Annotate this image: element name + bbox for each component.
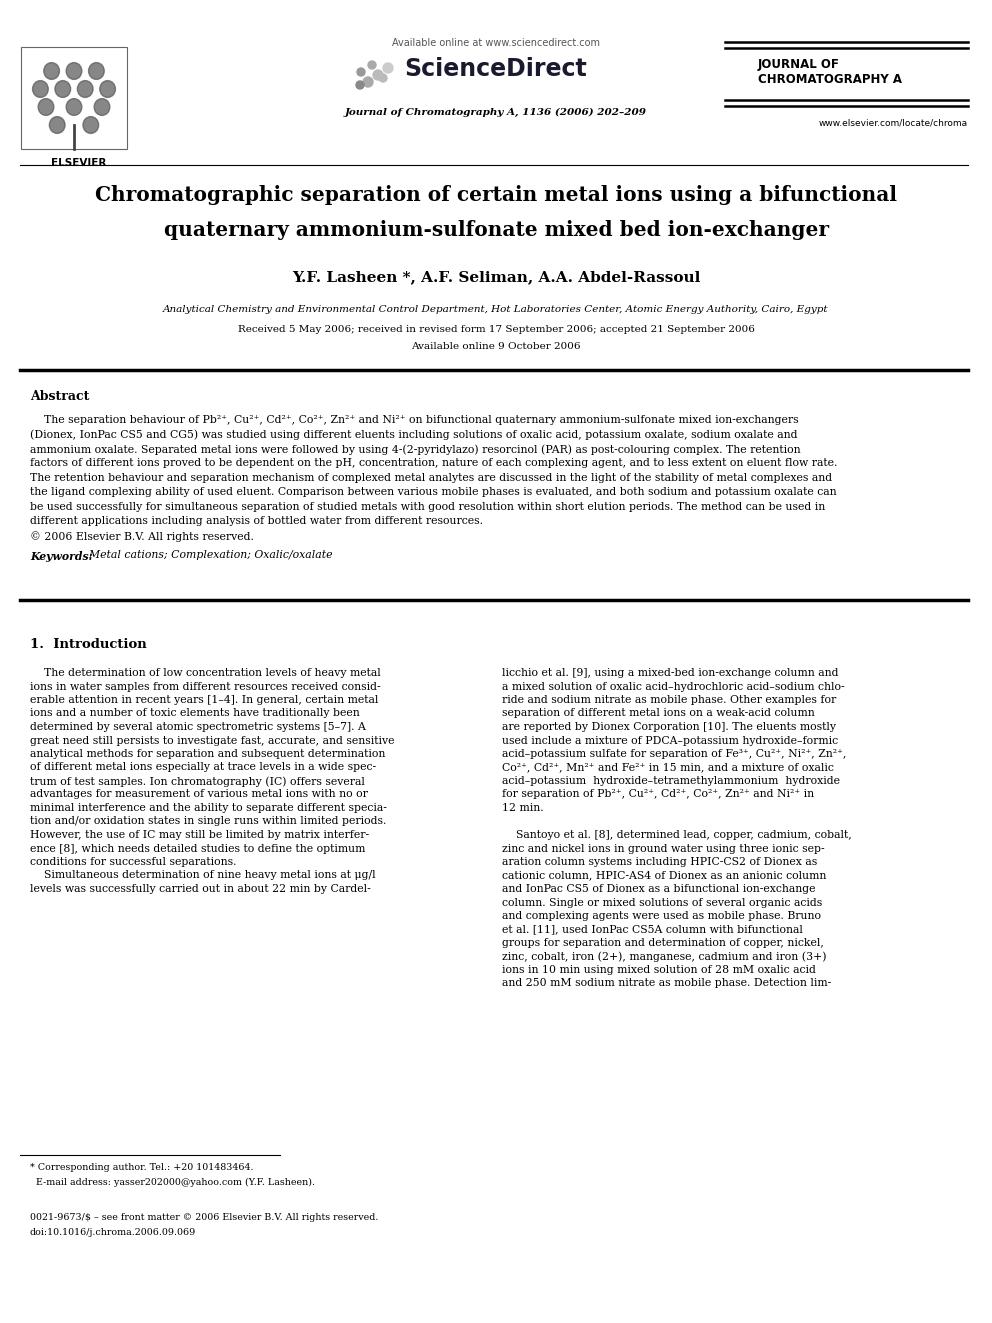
Circle shape — [373, 70, 383, 79]
Text: Journal of Chromatography A, 1136 (2006) 202–209: Journal of Chromatography A, 1136 (2006)… — [345, 108, 647, 118]
Text: ScienceDirect: ScienceDirect — [405, 57, 587, 81]
Text: a mixed solution of oxalic acid–hydrochloric acid–sodium chlo-: a mixed solution of oxalic acid–hydrochl… — [502, 681, 844, 692]
Text: Y.F. Lasheen *, A.F. Seliman, A.A. Abdel-Rassoul: Y.F. Lasheen *, A.F. Seliman, A.A. Abdel… — [292, 270, 700, 284]
Text: tion and/or oxidation states in single runs within limited periods.: tion and/or oxidation states in single r… — [30, 816, 386, 827]
Circle shape — [94, 99, 110, 115]
Text: Santoyo et al. [8], determined lead, copper, cadmium, cobalt,: Santoyo et al. [8], determined lead, cop… — [502, 830, 852, 840]
Text: great need still persists to investigate fast, accurate, and sensitive: great need still persists to investigate… — [30, 736, 395, 745]
Text: E-mail address: yasser202000@yahoo.com (Y.F. Lasheen).: E-mail address: yasser202000@yahoo.com (… — [30, 1177, 315, 1187]
Circle shape — [66, 99, 81, 115]
Text: are reported by Dionex Corporation [10]. The eluents mostly: are reported by Dionex Corporation [10].… — [502, 722, 836, 732]
Circle shape — [383, 64, 393, 73]
Text: Metal cations; Complexation; Oxalic/oxalate: Metal cations; Complexation; Oxalic/oxal… — [82, 550, 332, 561]
Text: column. Single or mixed solutions of several organic acids: column. Single or mixed solutions of sev… — [502, 897, 822, 908]
Text: Keywords:: Keywords: — [30, 550, 92, 561]
Circle shape — [77, 81, 93, 98]
Circle shape — [44, 62, 60, 79]
Circle shape — [66, 62, 81, 79]
Text: be used successfully for simultaneous separation of studied metals with good res: be used successfully for simultaneous se… — [30, 501, 825, 512]
Text: Received 5 May 2006; received in revised form 17 September 2006; accepted 21 Sep: Received 5 May 2006; received in revised… — [237, 325, 755, 333]
Text: used include a mixture of PDCA–potassium hydroxide–formic: used include a mixture of PDCA–potassium… — [502, 736, 838, 745]
Text: cationic column, HPIC-AS4 of Dionex as an anionic column: cationic column, HPIC-AS4 of Dionex as a… — [502, 871, 826, 881]
Text: www.elsevier.com/locate/chroma: www.elsevier.com/locate/chroma — [818, 118, 968, 127]
Text: zinc and nickel ions in ground water using three ionic sep-: zinc and nickel ions in ground water usi… — [502, 844, 824, 853]
Text: analytical methods for separation and subsequent determination: analytical methods for separation and su… — [30, 749, 385, 759]
Circle shape — [357, 67, 365, 75]
Text: zinc, cobalt, iron (2+), manganese, cadmium and iron (3+): zinc, cobalt, iron (2+), manganese, cadm… — [502, 951, 826, 962]
Text: of different metal ions especially at trace levels in a wide spec-: of different metal ions especially at tr… — [30, 762, 376, 773]
Text: JOURNAL OF: JOURNAL OF — [758, 58, 840, 71]
Text: 0021-9673/$ – see front matter © 2006 Elsevier B.V. All rights reserved.: 0021-9673/$ – see front matter © 2006 El… — [30, 1213, 378, 1222]
Circle shape — [50, 116, 65, 134]
Circle shape — [379, 74, 387, 82]
Text: doi:10.1016/j.chroma.2006.09.069: doi:10.1016/j.chroma.2006.09.069 — [30, 1228, 196, 1237]
Circle shape — [33, 81, 49, 98]
Text: Analytical Chemistry and Environmental Control Department, Hot Laboratories Cent: Analytical Chemistry and Environmental C… — [164, 306, 828, 314]
Text: (Dionex, IonPac CS5 and CG5) was studied using different eluents including solut: (Dionex, IonPac CS5 and CG5) was studied… — [30, 430, 798, 441]
Bar — [22, 48, 127, 149]
Text: acid–potassium  hydroxide–tetramethylammonium  hydroxide: acid–potassium hydroxide–tetramethylammo… — [502, 777, 840, 786]
Text: The retention behaviour and separation mechanism of complexed metal analytes are: The retention behaviour and separation m… — [30, 474, 832, 483]
Text: the ligand complexing ability of used eluent. Comparison between various mobile : the ligand complexing ability of used el… — [30, 487, 836, 497]
Text: The separation behaviour of Pb²⁺, Cu²⁺, Cd²⁺, Co²⁺, Zn²⁺ and Ni²⁺ on bifunctiona: The separation behaviour of Pb²⁺, Cu²⁺, … — [30, 415, 799, 425]
Text: and IonPac CS5 of Dionex as a bifunctional ion-exchange: and IonPac CS5 of Dionex as a bifunction… — [502, 884, 815, 894]
Text: ions and a number of toxic elements have traditionally been: ions and a number of toxic elements have… — [30, 709, 360, 718]
Text: ions in 10 min using mixed solution of 28 mM oxalic acid: ions in 10 min using mixed solution of 2… — [502, 964, 815, 975]
Text: acid–potassium sulfate for separation of Fe³⁺, Cu²⁺, Ni²⁺, Zn²⁺,: acid–potassium sulfate for separation of… — [502, 749, 846, 759]
Text: et al. [11], used IonPac CS5A column with bifunctional: et al. [11], used IonPac CS5A column wit… — [502, 925, 803, 934]
Text: quaternary ammonium-sulfonate mixed bed ion-exchanger: quaternary ammonium-sulfonate mixed bed … — [164, 220, 828, 239]
Text: aration column systems including HPIC-CS2 of Dionex as: aration column systems including HPIC-CS… — [502, 857, 817, 867]
Text: determined by several atomic spectrometric systems [5–7]. A: determined by several atomic spectrometr… — [30, 722, 366, 732]
Circle shape — [368, 61, 376, 69]
Text: CHROMATOGRAPHY A: CHROMATOGRAPHY A — [758, 73, 902, 86]
Text: erable attention in recent years [1–4]. In general, certain metal: erable attention in recent years [1–4]. … — [30, 695, 378, 705]
Text: conditions for successful separations.: conditions for successful separations. — [30, 857, 236, 867]
Text: levels was successfully carried out in about 22 min by Cardel-: levels was successfully carried out in a… — [30, 884, 371, 894]
Text: ELSEVIER: ELSEVIER — [52, 157, 107, 168]
Text: Available online 9 October 2006: Available online 9 October 2006 — [412, 343, 580, 351]
Text: minimal interference and the ability to separate different specia-: minimal interference and the ability to … — [30, 803, 387, 814]
Text: factors of different ions proved to be dependent on the pH, concentration, natur: factors of different ions proved to be d… — [30, 459, 837, 468]
Text: ride and sodium nitrate as mobile phase. Other examples for: ride and sodium nitrate as mobile phase.… — [502, 695, 836, 705]
Text: ions in water samples from different resources received consid-: ions in water samples from different res… — [30, 681, 381, 692]
Text: ence [8], which needs detailed studies to define the optimum: ence [8], which needs detailed studies t… — [30, 844, 365, 853]
Text: * Corresponding author. Tel.: +20 101483464.: * Corresponding author. Tel.: +20 101483… — [30, 1163, 254, 1172]
Text: 1.  Introduction: 1. Introduction — [30, 638, 147, 651]
Text: Chromatographic separation of certain metal ions using a bifunctional: Chromatographic separation of certain me… — [95, 185, 897, 205]
Text: ammonium oxalate. Separated metal ions were followed by using 4-(2-pyridylazo) r: ammonium oxalate. Separated metal ions w… — [30, 445, 801, 455]
Text: Co²⁺, Cd²⁺, Mn²⁺ and Fe²⁺ in 15 min, and a mixture of oxalic: Co²⁺, Cd²⁺, Mn²⁺ and Fe²⁺ in 15 min, and… — [502, 762, 834, 773]
Text: separation of different metal ions on a weak-acid column: separation of different metal ions on a … — [502, 709, 814, 718]
Text: The determination of low concentration levels of heavy metal: The determination of low concentration l… — [30, 668, 381, 677]
Text: licchio et al. [9], using a mixed-bed ion-exchange column and: licchio et al. [9], using a mixed-bed io… — [502, 668, 838, 677]
Circle shape — [363, 77, 373, 87]
Text: Available online at www.sciencedirect.com: Available online at www.sciencedirect.co… — [392, 38, 600, 48]
Text: for separation of Pb²⁺, Cu²⁺, Cd²⁺, Co²⁺, Zn²⁺ and Ni²⁺ in: for separation of Pb²⁺, Cu²⁺, Cd²⁺, Co²⁺… — [502, 790, 814, 799]
Circle shape — [55, 81, 70, 98]
Circle shape — [38, 99, 54, 115]
Circle shape — [83, 116, 98, 134]
Circle shape — [356, 81, 364, 89]
Text: © 2006 Elsevier B.V. All rights reserved.: © 2006 Elsevier B.V. All rights reserved… — [30, 531, 254, 542]
Text: However, the use of IC may still be limited by matrix interfer-: However, the use of IC may still be limi… — [30, 830, 369, 840]
Circle shape — [100, 81, 115, 98]
Text: and complexing agents were used as mobile phase. Bruno: and complexing agents were used as mobil… — [502, 912, 821, 921]
Text: trum of test samples. Ion chromatography (IC) offers several: trum of test samples. Ion chromatography… — [30, 777, 365, 787]
Text: different applications including analysis of bottled water from different resour: different applications including analysi… — [30, 516, 483, 527]
Circle shape — [88, 62, 104, 79]
Text: 12 min.: 12 min. — [502, 803, 544, 814]
Text: advantages for measurement of various metal ions with no or: advantages for measurement of various me… — [30, 790, 368, 799]
Text: groups for separation and determination of copper, nickel,: groups for separation and determination … — [502, 938, 824, 949]
Text: Simultaneous determination of nine heavy metal ions at μg/l: Simultaneous determination of nine heavy… — [30, 871, 376, 881]
Text: Abstract: Abstract — [30, 390, 89, 404]
Text: and 250 mM sodium nitrate as mobile phase. Detection lim-: and 250 mM sodium nitrate as mobile phas… — [502, 979, 831, 988]
